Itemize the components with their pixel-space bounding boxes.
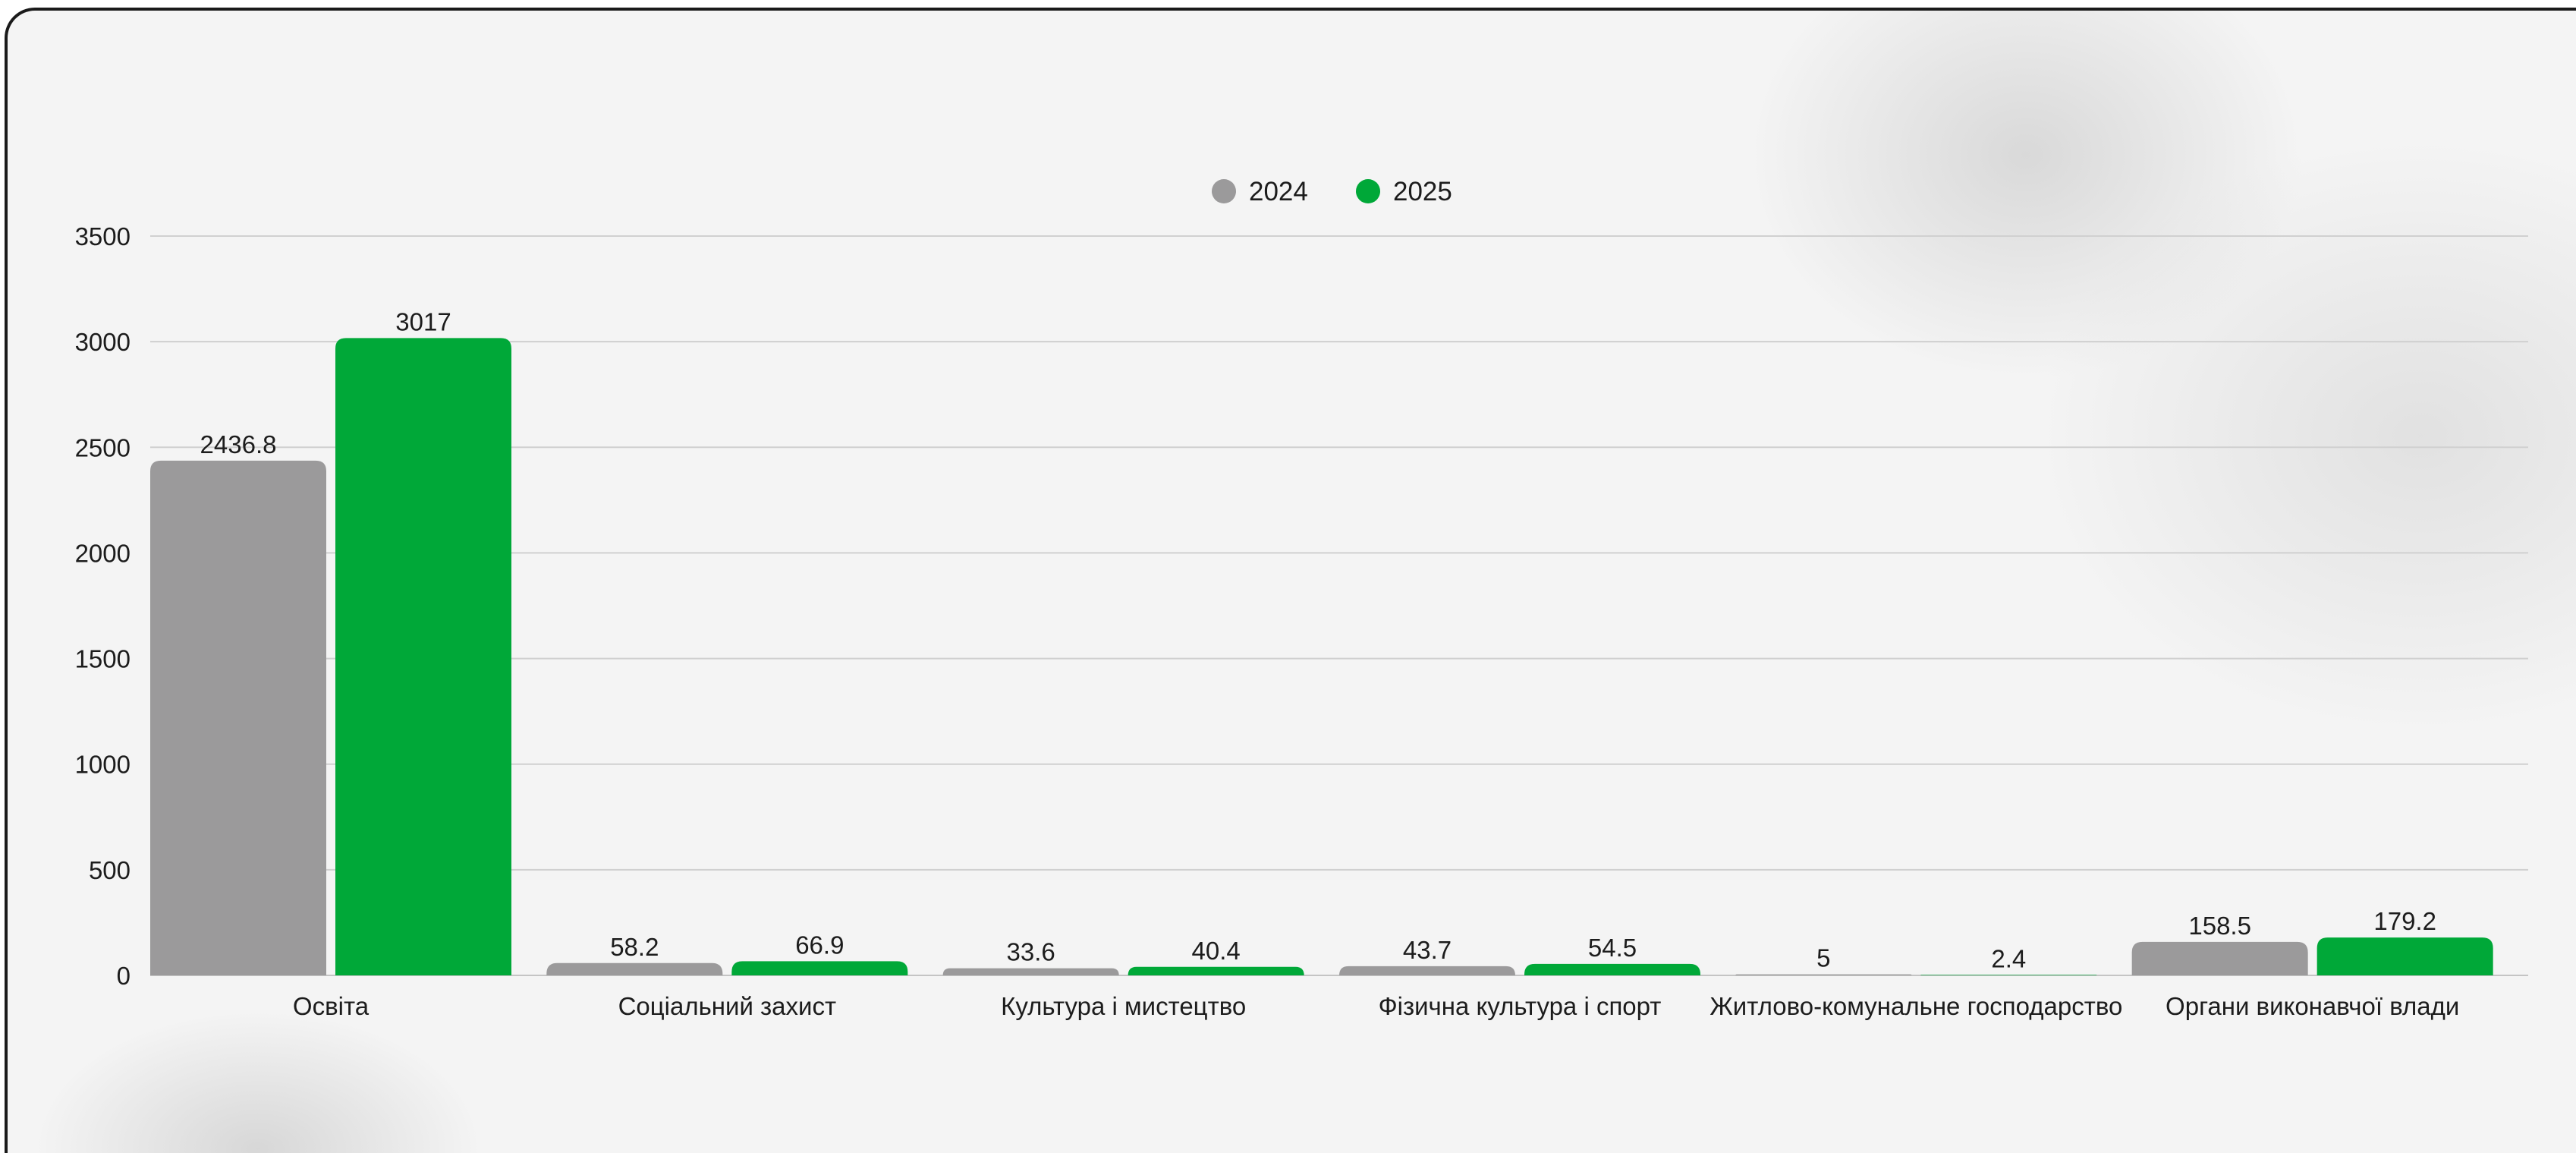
data-label: 2436.8: [200, 430, 277, 458]
y-axis: 0 500 1000 1500 2000 2500 3000 3500: [75, 222, 131, 990]
data-label: 5: [1816, 944, 1830, 972]
data-label: 158.5: [2188, 912, 2251, 940]
data-label: 33.6: [1007, 938, 1055, 966]
x-category-label: Фізична культура і спорт: [1379, 992, 1662, 1020]
data-label: 54.5: [1588, 934, 1637, 962]
x-axis: Освіта Соціальний захист Культура і мистец…: [293, 992, 2459, 1020]
y-tick-label: 1000: [75, 751, 131, 779]
x-category-label: Соціальний захист: [618, 992, 837, 1020]
bar-2025-6: [2317, 937, 2493, 975]
data-label: 3017: [395, 307, 451, 336]
legend-marker-2025: [1356, 179, 1380, 203]
bar-2025-1: [335, 338, 511, 975]
bar-2025-3: [1128, 966, 1304, 975]
bar-2024-6: [2131, 941, 2308, 975]
data-label: 40.4: [1192, 937, 1241, 965]
legend: 2024 2025: [1212, 177, 1452, 206]
data-label: 179.2: [2373, 907, 2436, 935]
legend-label: 2024: [1249, 177, 1308, 206]
bars: 2436.8 3017 58.2 66.9 33.6 40.4 43.7 54.5 5 2.4 15…: [150, 307, 2493, 975]
legend-marker-2024: [1212, 179, 1236, 203]
y-tick-label: 2500: [75, 433, 131, 462]
x-category-label: Освіта: [293, 992, 370, 1020]
y-tick-label: 3000: [75, 328, 131, 356]
x-category-label: Житлово-комунальне господарство: [1709, 992, 2122, 1020]
data-label: 66.9: [795, 931, 844, 959]
bar-2024-1: [150, 460, 326, 975]
data-label: 2.4: [1991, 944, 2026, 972]
gridlines: [150, 235, 2528, 976]
y-tick-label: 1500: [75, 645, 131, 673]
bar-2025-2: [731, 961, 908, 975]
y-tick-label: 2000: [75, 539, 131, 567]
bar-chart: 0 500 1000 1500 2000 2500 3000 3500 2436.8 3017 5…: [75, 177, 2528, 1020]
bar-2024-2: [546, 962, 723, 975]
x-category-label: Органи виконавчої влади: [2166, 992, 2459, 1020]
y-tick-label: 0: [117, 962, 131, 990]
y-tick-label: 500: [89, 856, 131, 884]
bar-2025-4: [1524, 963, 1700, 975]
data-label: 43.7: [1403, 936, 1452, 964]
bar-2024-4: [1339, 966, 1515, 975]
bar-2024-3: [942, 968, 1119, 975]
chart-card: 0 500 1000 1500 2000 2500 3000 3500 2436.8 3017 5…: [5, 8, 2576, 1153]
data-label: 58.2: [610, 933, 659, 961]
x-category-label: Культура і мистецтво: [1001, 992, 1246, 1020]
y-tick-label: 3500: [75, 222, 131, 250]
legend-label: 2025: [1393, 177, 1452, 206]
